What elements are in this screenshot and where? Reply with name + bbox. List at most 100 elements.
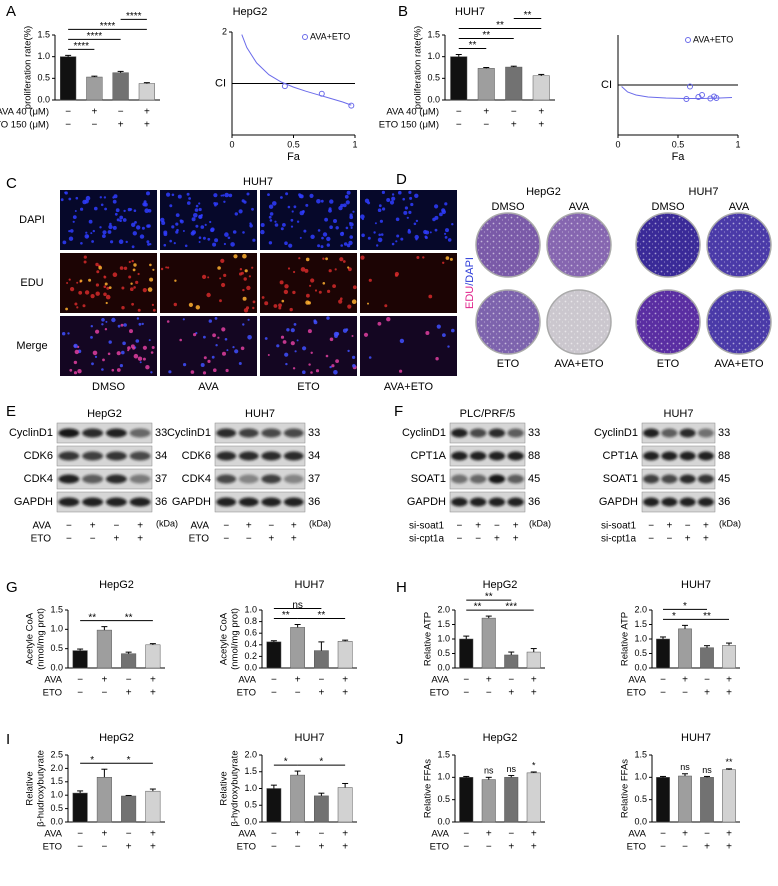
protein-label: GAPDH	[599, 496, 638, 508]
colony-texture	[477, 214, 539, 276]
blot-title: HUH7	[664, 408, 694, 420]
condition-sign: +	[726, 829, 732, 840]
blot-band	[238, 428, 259, 438]
cell	[203, 335, 206, 339]
cell	[280, 335, 285, 339]
chart-title: HUH7	[455, 6, 485, 18]
cell	[191, 230, 196, 235]
cell	[234, 212, 238, 216]
cell	[284, 352, 289, 357]
cell	[148, 339, 151, 342]
blot-band	[82, 474, 104, 484]
cell	[308, 363, 311, 366]
cell	[244, 269, 248, 273]
error-bar	[342, 782, 349, 788]
blot-band	[283, 451, 304, 461]
cell	[109, 222, 112, 226]
condition-name: AVA 40 (μM)	[0, 107, 49, 118]
cell	[200, 363, 205, 367]
cell	[389, 200, 395, 205]
cell	[111, 368, 115, 372]
blot-band	[129, 497, 151, 507]
cell	[182, 230, 185, 232]
bar	[86, 76, 103, 101]
bar	[526, 651, 541, 669]
colony-texture	[477, 291, 539, 353]
condition-name: ETO	[627, 688, 646, 699]
cell	[101, 318, 105, 322]
cell	[360, 214, 365, 219]
cell	[130, 287, 134, 292]
error-bar	[682, 773, 688, 776]
condition-sign: −	[318, 675, 324, 686]
colony-texture	[548, 214, 610, 276]
cell	[91, 240, 94, 243]
cell	[432, 217, 436, 222]
condition-name: AVA	[32, 521, 51, 532]
cell	[368, 356, 372, 359]
plate-label: DMSO	[652, 201, 685, 213]
cell	[348, 240, 353, 246]
x-tick-label: 0	[615, 139, 620, 149]
significance-label: ****	[100, 21, 116, 32]
cell	[289, 307, 293, 312]
cell	[317, 244, 321, 248]
cell	[247, 335, 252, 340]
x-axis-label: Fa	[672, 151, 686, 163]
cell	[112, 225, 117, 230]
cell	[223, 200, 226, 203]
y-tick-label: 2	[222, 26, 227, 36]
condition-name: ETO	[237, 842, 256, 853]
condition-sign: −	[271, 829, 277, 840]
unit-label: (kDa)	[309, 518, 331, 528]
cell	[264, 301, 269, 306]
condition-sign: −	[456, 120, 462, 131]
condition-sign: −	[90, 534, 96, 545]
cell	[117, 324, 121, 328]
micrograph	[260, 190, 357, 250]
cell	[166, 192, 171, 197]
cell	[396, 234, 400, 238]
cell	[134, 221, 137, 224]
significance-label: **	[469, 40, 477, 51]
condition-sign: +	[703, 534, 709, 545]
cell	[326, 243, 330, 247]
cell	[408, 210, 412, 214]
y-tick-label: 0.0	[634, 816, 647, 826]
cell	[284, 241, 288, 245]
cell	[160, 267, 164, 271]
chart-title: HepG2	[99, 732, 134, 744]
cell	[296, 339, 299, 342]
cell	[224, 192, 229, 198]
condition-sign: −	[66, 534, 72, 545]
cell	[272, 201, 277, 206]
y-axis-label: CI	[601, 79, 612, 91]
cell	[274, 220, 277, 223]
condition-sign: −	[685, 521, 691, 532]
protein-label: CDK6	[24, 450, 53, 462]
cell	[399, 338, 405, 344]
cell	[76, 306, 79, 309]
cell	[165, 266, 168, 269]
cell	[224, 232, 229, 237]
cell	[338, 299, 343, 304]
blot-band	[488, 497, 506, 507]
bar	[96, 776, 112, 823]
cell	[286, 328, 290, 332]
row-label: EDU	[20, 277, 43, 289]
cell	[444, 202, 448, 206]
condition-sign: −	[648, 521, 654, 532]
cell	[113, 194, 118, 199]
cell	[267, 193, 270, 197]
cell	[251, 266, 254, 269]
cell	[104, 328, 108, 331]
cell	[107, 230, 112, 234]
cell	[296, 220, 300, 223]
condition-name: si-cpt1a	[409, 534, 444, 545]
cell	[406, 216, 409, 219]
condition-sign: +	[150, 829, 156, 840]
condition-sign: −	[268, 521, 274, 532]
data-point	[687, 83, 693, 90]
y-tick-label: 0.0	[437, 816, 450, 826]
condition-name: ETO	[43, 842, 62, 853]
